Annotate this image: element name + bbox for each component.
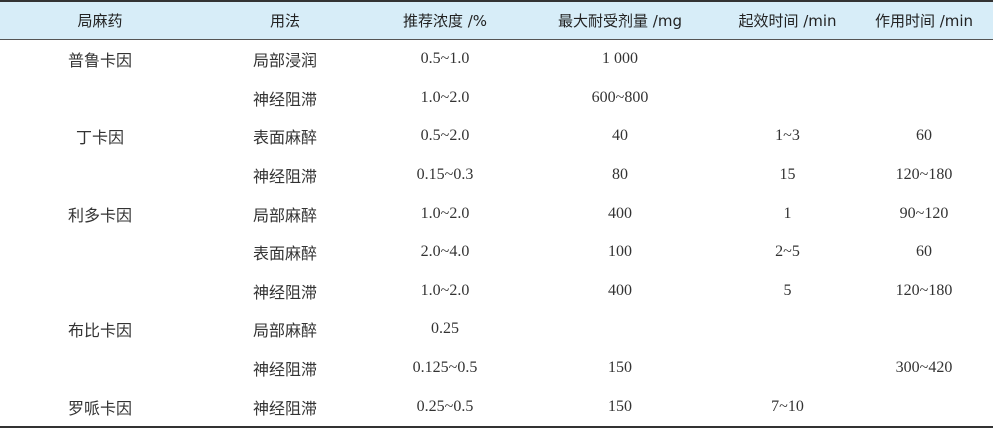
table-cell: 1.0~2.0 (420, 88, 470, 106)
header-cell: 局麻药 (0, 1, 200, 40)
table-cell (0, 272, 200, 311)
table-cell: 表面麻醉 (252, 130, 317, 148)
table-cell (720, 349, 855, 388)
table-cell: 普鲁卡因 (67, 53, 132, 71)
table-row: 神经阻滞 1.0~2.0 600~800 (0, 79, 993, 118)
table-cell: 0.125~0.5 (412, 359, 478, 377)
table-cell: 150 (608, 397, 632, 415)
table-cell: 300~420 (895, 359, 953, 377)
header-cell: 作用时间 /min (855, 1, 993, 40)
table-cell (0, 349, 200, 388)
header-cell: 推荐浓度 /% (370, 1, 520, 40)
table-cell: 1.0~2.0 (420, 204, 470, 222)
table-row: 布比卡因 局部麻醉 0.25 (0, 310, 993, 349)
table-cell (855, 40, 993, 79)
table-row: 神经阻滞 0.125~0.5 150 300~420 (0, 349, 993, 388)
table-cell: 400 (608, 281, 632, 299)
table-cell: 60 (916, 127, 932, 145)
table-row: 丁卡因 表面麻醉 0.5~2.0 40 1~3 60 (0, 117, 993, 156)
header-cell: 起效时间 /min (720, 1, 855, 40)
table-cell: 150 (608, 359, 632, 377)
table-cell: 60 (916, 243, 932, 261)
table-cell: 神经阻滞 (252, 400, 317, 418)
table-cell (855, 79, 993, 118)
table-cell: 0.25~0.5 (416, 397, 474, 415)
header-cell: 用法 (200, 1, 370, 40)
table-row: 利多卡因 局部麻醉 1.0~2.0 400 1 90~120 (0, 194, 993, 233)
table-cell: 1.0~2.0 (420, 281, 470, 299)
table-cell: 表面麻醉 (252, 246, 317, 264)
table-cell: 罗哌卡因 (67, 400, 132, 418)
table-cell: 2.0~4.0 (420, 243, 470, 261)
table-cell: 0.5~2.0 (420, 127, 470, 145)
table-cell: 神经阻滞 (252, 284, 317, 302)
table-cell: 400 (608, 204, 632, 222)
table-cell: 1 000 (602, 50, 638, 68)
table-cell: 神经阻滞 (252, 362, 317, 380)
table-cell (0, 79, 200, 118)
table-cell: 600~800 (591, 88, 649, 106)
table-cell (855, 387, 993, 427)
table-cell: 神经阻滞 (252, 169, 317, 187)
table-cell: 100 (608, 243, 632, 261)
table-row: 神经阻滞 1.0~2.0 400 5 120~180 (0, 272, 993, 311)
table-cell: 15 (779, 166, 796, 184)
table-row: 表面麻醉 2.0~4.0 100 2~5 60 (0, 233, 993, 272)
table-cell (520, 310, 720, 349)
table-cell: 局部浸润 (252, 53, 317, 71)
table-cell: 0.25 (431, 320, 459, 338)
table-cell: 120~180 (895, 281, 953, 299)
table-cell: 80 (612, 166, 628, 184)
table-cell: 40 (612, 127, 628, 145)
table-cell: 利多卡因 (67, 207, 132, 225)
table-cell: 神经阻滞 (252, 91, 317, 109)
table-cell (855, 310, 993, 349)
table-cell: 局部麻醉 (252, 323, 317, 341)
table-cell: 7~10 (771, 397, 804, 415)
table-cell (720, 40, 855, 79)
table-cell: 布比卡因 (67, 323, 132, 341)
table-cell (720, 310, 855, 349)
table-cell (0, 233, 200, 272)
table-cell: 90~120 (899, 204, 949, 222)
table-cell: 0.5~1.0 (420, 50, 470, 68)
table-cell: 2~5 (775, 243, 800, 261)
table-row: 罗哌卡因 神经阻滞 0.25~0.5 150 7~10 (0, 387, 993, 427)
table-body: 普鲁卡因 局部浸润 0.5~1.0 1 000 神经阻滞 1.0~2.0 600~800 丁卡… (0, 40, 993, 427)
table-cell: 0.15~0.3 (416, 166, 474, 184)
header-row: 局麻药 用法 推荐浓度 /% 最大耐受剂量 /mg 起效时间 /min 作用时间 /min (0, 1, 993, 40)
table-row: 神经阻滞 0.15~0.3 80 15 120~180 (0, 156, 993, 195)
table-cell (0, 156, 200, 195)
table-cell (720, 79, 855, 118)
table-cell: 1~3 (775, 127, 800, 145)
table-cell: 局部麻醉 (252, 207, 317, 225)
header-cell: 最大耐受剂量 /mg (520, 1, 720, 40)
table-cell: 120~180 (895, 166, 953, 184)
table-row: 普鲁卡因 局部浸润 0.5~1.0 1 000 (0, 40, 993, 79)
table-cell: 5 (783, 281, 792, 299)
table-cell: 1 (783, 204, 792, 222)
table-cell: 丁卡因 (75, 130, 124, 148)
